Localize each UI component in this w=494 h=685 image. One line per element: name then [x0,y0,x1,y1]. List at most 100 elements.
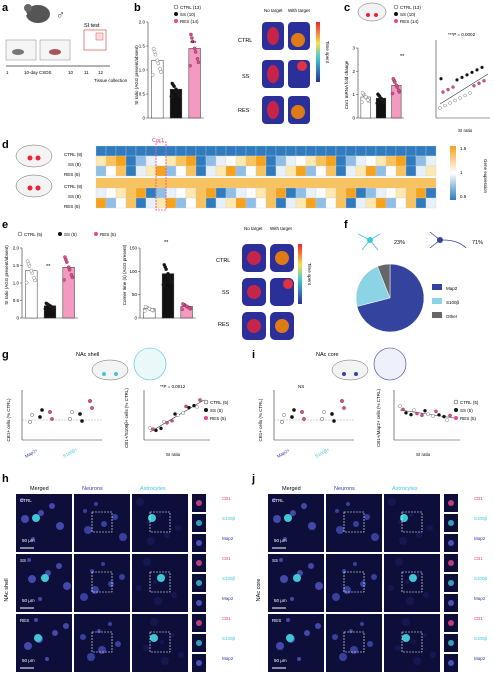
panel-label-e: e [2,219,8,231]
neuron-blob [332,593,340,601]
astrocyte-blob [150,634,158,642]
neuron-blob [413,657,421,665]
neuron-blob [38,597,42,601]
neuron-blob [336,526,344,534]
neuron-blob [115,641,121,647]
pie-slice-0 [356,263,425,333]
data-point [187,306,192,310]
data-point [162,263,167,267]
heat-cell [265,165,277,177]
heat-cell [365,177,377,189]
axis-b-ylabel: SI ratio (AGG present/absent) [134,45,139,105]
heat-cell [365,187,377,199]
neuron-blob [402,618,410,626]
inset-signal [196,620,202,626]
j-marker-cb1-2: CB1 [474,556,483,561]
data-point [153,52,158,57]
heat-cell [205,145,217,157]
heat-cell [235,177,247,189]
legend-f: Map2 S100β Other [432,284,460,319]
data-point [342,406,346,410]
neuron-blob [164,573,168,577]
inset-signal [196,580,202,586]
neuron-blob [308,522,316,530]
neuron-blob [171,592,177,598]
neuron-blob [143,558,151,566]
h-col-merged: Merged [30,486,49,492]
neuron-blob [395,645,401,651]
heat-cell [255,145,267,157]
scatter-point [173,412,177,416]
heat-cell [425,177,437,189]
inset-signal [448,640,454,646]
neuron-blob [346,502,350,506]
heat-cell [335,187,347,199]
cat-g-map2: Map2+ [24,447,39,458]
heat-cell [175,177,187,189]
zoom-box [149,631,171,653]
timeline-day-1: 1 [6,70,9,75]
neuron-blob [119,574,125,580]
heat-cell [195,155,207,167]
heat-b-row-res: RES [238,108,250,114]
panel-label-i: i [252,349,255,361]
neuron-blob [84,526,92,534]
scatter-point [412,408,416,412]
h-marker-s100b-3: S100β [222,636,236,641]
astrocyte-zoom-g [133,347,167,381]
heat-cell [345,197,357,209]
micrograph-tile [16,494,72,552]
scatter-point [470,70,474,75]
data-point [180,307,184,311]
h-marker-map2-1: Map2 [222,536,234,541]
h-scale-3: 50 μm [22,658,35,663]
h-col-astrocytes: Astrocytes [140,486,166,492]
panel-label-f: f [344,219,348,231]
legend-b-res: RES (14) [180,19,199,24]
data-point [28,420,32,424]
neuron-blob [290,597,294,601]
heat-cell [245,177,257,189]
neuron-blob [399,537,407,545]
neuron-blob [409,513,413,517]
stat-c: ***P = 0.0002 [448,32,476,37]
neuron-blob [297,657,301,661]
heat-cell [165,197,177,209]
pie-slice-1 [355,266,391,307]
y-tick-label: 100 [129,269,137,274]
heat-cell [155,197,167,209]
heat-b-no-target: No target [264,8,283,13]
data-point [379,96,383,100]
y-tick-label: 1.0 [139,68,146,73]
scatter-point [442,414,446,419]
neuron-blob [349,629,353,633]
neuron-blob [412,640,416,644]
scatter-point [415,411,419,416]
brain-schematic-c [357,2,387,22]
heat-cell [375,165,387,177]
h-row-ctrl: CTRL [20,498,32,503]
neuron-blob [367,641,373,647]
heat-cell [415,145,427,157]
heat-cell [145,187,157,199]
axis-e-ylabel1: SI ratio (AGG present/absent) [4,245,9,305]
neuron-blob [150,618,158,626]
data-point [150,73,155,77]
heat-cell [255,197,267,209]
neuron-blob [332,634,338,640]
heat-cell [155,187,167,199]
neuron-blob [301,503,307,509]
heat-cell [105,165,117,177]
data-point [38,415,42,419]
neuron-blob [353,521,359,527]
j-marker-s100b-2: S100β [474,576,488,581]
heat-cell [195,177,207,189]
h-marker-map2-3: Map2 [222,656,234,661]
neuron-blob [94,502,98,506]
legend-b: CTRL (13) SS (10) RES (14) [173,4,201,24]
heat-cell [205,197,217,209]
neuron-blob [353,562,357,566]
astrocyte-blob [32,514,40,522]
micrograph-tile [268,614,324,672]
neuron-blob [371,574,377,580]
